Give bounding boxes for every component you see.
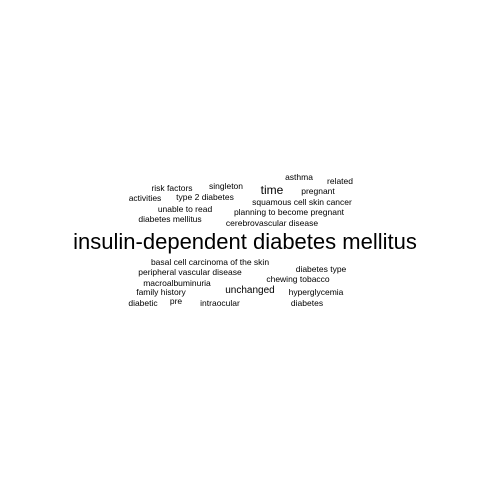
word-insulin-dependent-diabetes-mellitus: insulin-dependent diabetes mellitus (73, 229, 417, 254)
word-type-2-diabetes: type 2 diabetes (176, 191, 234, 202)
word-related: related (327, 175, 353, 186)
word-risk-factors: risk factors (151, 182, 193, 193)
word-unchanged: unchanged (225, 285, 275, 296)
word-planning-to-become-pregnant: planning to become pregnant (233, 206, 345, 217)
word-unable-to-read: unable to read (157, 203, 213, 214)
word-intraocular: intraocular (200, 297, 240, 308)
word-macroalbuminuria: macroalbuminuria (143, 277, 211, 288)
word-basal-cell-carcinoma-of-the-skin: basal cell carcinoma of the skin (150, 256, 270, 267)
word-cerebrovascular-disease: cerebrovascular disease (225, 217, 319, 228)
word-activities: activities (128, 192, 162, 203)
word-squamous-cell-skin-cancer: squamous cell skin cancer (252, 196, 352, 207)
word-asthma: asthma (285, 171, 313, 182)
word-family-history: family history (136, 286, 186, 297)
word-hyperglycemia: hyperglycemia (288, 286, 344, 297)
word-pre: pre (169, 295, 183, 306)
word-diabetes: diabetes (290, 297, 324, 308)
word-diabetes-mellitus: diabetes mellitus (138, 213, 202, 224)
word-time: time (260, 183, 284, 197)
word-chewing-tobacco: chewing tobacco (266, 273, 330, 284)
word-peripheral-vascular-disease: peripheral vascular disease (138, 266, 242, 277)
word-diabetic: diabetic (128, 297, 158, 308)
word-pregnant: pregnant (301, 185, 335, 196)
word-singleton: singleton (208, 180, 244, 191)
word-diabetes-type: diabetes type (295, 263, 347, 274)
